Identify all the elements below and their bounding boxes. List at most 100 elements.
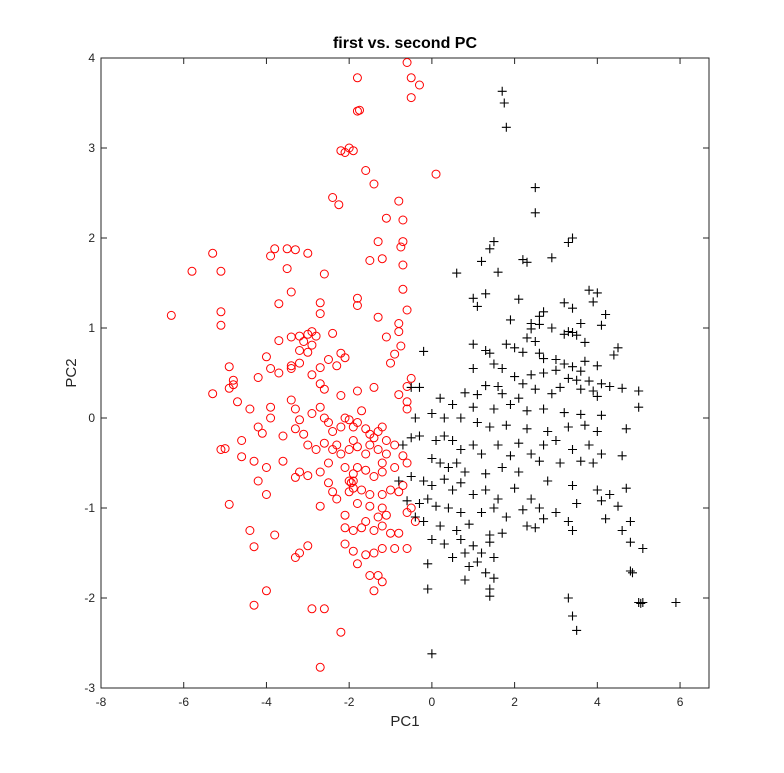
data-point-plus (559, 298, 569, 308)
data-point-plus (605, 490, 615, 499)
data-point-plus (423, 494, 433, 504)
data-point-plus (481, 469, 491, 479)
data-point-circle (315, 309, 325, 319)
axis-ticks: -8 -6 -4 -2 0 2 4 6 -3 -2 -1 0 1 2 3 4 (84, 51, 709, 709)
data-point-plus (406, 382, 416, 392)
data-point-circle (398, 237, 408, 247)
data-point-plus (448, 485, 458, 495)
data-point-circle (369, 472, 379, 481)
data-point-circle (328, 487, 338, 497)
data-point-circle (274, 368, 284, 378)
data-point-circle (365, 440, 375, 450)
data-point-circle (323, 478, 333, 488)
data-point-circle (377, 544, 387, 553)
data-point-circle (402, 397, 412, 407)
data-point-plus (497, 389, 507, 399)
data-point-plus (452, 526, 462, 535)
data-point-plus (613, 343, 623, 353)
data-point-plus (568, 445, 578, 454)
data-point-plus (584, 440, 594, 450)
data-point-plus (501, 339, 511, 349)
data-point-plus (472, 301, 482, 311)
data-point-circle (286, 287, 296, 297)
data-point-circle (357, 485, 367, 495)
data-point-plus (588, 458, 598, 468)
data-point-plus (592, 485, 602, 495)
data-point-circle (390, 544, 400, 553)
data-point-circle (220, 444, 230, 454)
data-point-circle (377, 467, 387, 477)
data-point-plus (477, 449, 487, 459)
data-point-circle (274, 336, 284, 346)
data-point-circle (336, 627, 346, 637)
data-point-circle (398, 451, 408, 461)
data-point-circle (290, 472, 300, 482)
data-point-plus (427, 481, 437, 490)
data-point-plus (613, 501, 623, 511)
data-point-plus (460, 467, 470, 477)
data-point-plus (456, 478, 466, 488)
data-point-plus (477, 548, 487, 558)
y-tick-label: 4 (88, 51, 95, 65)
data-point-circle (352, 442, 362, 452)
data-point-circle (369, 433, 379, 443)
data-point-plus (572, 625, 582, 635)
data-point-plus (596, 496, 606, 506)
data-point-circle (373, 312, 383, 322)
data-point-plus (563, 517, 573, 526)
data-point-plus (530, 183, 540, 193)
data-point-circle (323, 418, 333, 427)
data-point-circle (369, 179, 379, 189)
data-point-plus (510, 372, 520, 382)
data-point-plus (419, 517, 429, 526)
data-point-plus (485, 537, 495, 547)
data-point-circle (394, 390, 404, 400)
data-point-plus (493, 382, 503, 391)
data-point-plus (456, 413, 466, 423)
data-point-circle (261, 586, 271, 596)
data-point-plus (551, 365, 561, 375)
data-point-circle (365, 256, 375, 265)
data-point-circle (315, 363, 325, 373)
data-point-plus (601, 514, 611, 524)
data-point-plus (609, 350, 619, 360)
data-point-circle (334, 200, 344, 210)
data-point-circle (352, 559, 362, 569)
data-point-circle (361, 550, 371, 560)
data-point-circle (386, 358, 396, 368)
data-point-plus (551, 436, 561, 445)
data-point-plus (576, 456, 586, 466)
data-point-circle (295, 415, 305, 425)
data-point-circle (361, 517, 371, 526)
data-point-plus (580, 337, 590, 347)
y-tick-label: 3 (88, 141, 95, 155)
data-point-plus (472, 557, 482, 567)
data-point-plus (547, 323, 557, 333)
data-point-plus (588, 386, 598, 396)
data-point-circle (166, 310, 176, 320)
data-point-plus (501, 420, 511, 430)
data-point-plus (510, 343, 520, 353)
data-point-circle (237, 436, 247, 445)
data-point-circle (352, 293, 362, 303)
data-point-plus (489, 503, 499, 513)
data-point-plus (543, 476, 553, 486)
data-point-plus (489, 573, 499, 583)
chart-title: first vs. second PC (333, 35, 477, 52)
data-point-plus (617, 526, 627, 535)
data-point-plus (568, 303, 578, 313)
data-point-plus (514, 467, 524, 477)
data-point-plus (505, 315, 515, 325)
data-point-circle (216, 307, 226, 317)
data-point-plus (481, 568, 491, 578)
data-point-plus (468, 490, 478, 499)
data-point-plus (468, 402, 478, 412)
data-point-circle (352, 499, 362, 508)
data-point-circle (348, 469, 358, 479)
data-point-plus (563, 593, 573, 603)
data-point-circle (394, 327, 404, 337)
data-point-circle (402, 458, 412, 468)
data-point-plus (559, 359, 569, 369)
data-point-plus (522, 257, 532, 267)
data-point-plus (596, 449, 606, 459)
